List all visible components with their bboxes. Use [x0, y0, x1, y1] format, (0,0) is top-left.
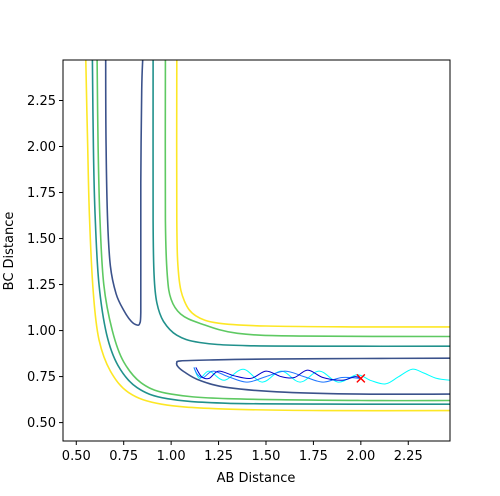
x-tick-label: 1.50	[252, 449, 281, 464]
x-tick-label: 1.25	[204, 449, 233, 464]
marker-stroke-1	[356, 373, 366, 383]
plot-frame	[62, 59, 451, 442]
y-tick-label: 1.75	[27, 186, 56, 201]
contour-line-3	[164, 60, 450, 338]
x-axis-label: AB Distance	[217, 471, 296, 486]
contour-line-2	[91, 60, 450, 406]
x-tick-label: 2.00	[346, 449, 375, 464]
x-tick-label: 1.00	[157, 449, 186, 464]
contour-line-5	[152, 60, 450, 348]
y-tick-label: 0.50	[27, 416, 56, 431]
contour-lines	[85, 60, 450, 412]
x-tick-label: 1.75	[299, 449, 328, 464]
y-tick-label: 1.25	[27, 278, 56, 293]
contour-line-0	[85, 60, 450, 412]
y-axis-ticks: 0.50 0.75 1.00 1.25 1.50 1.75 2.00 2.25	[27, 94, 63, 431]
contour-line-1	[175, 60, 450, 328]
trajectory-lines	[193, 367, 450, 385]
x-tick-label: 0.50	[62, 449, 91, 464]
x-tick-label: 0.75	[109, 449, 138, 464]
trajectory-line-0	[193, 367, 450, 385]
x-tick-label: 2.25	[394, 449, 423, 464]
y-tick-label: 1.00	[27, 324, 56, 339]
x-axis-ticks: 0.50 0.75 1.00 1.25 1.50 1.75 2.00 2.25	[62, 441, 423, 464]
end-point-marker	[356, 373, 366, 383]
y-tick-label: 2.00	[27, 140, 56, 155]
y-tick-label: 2.25	[27, 94, 56, 109]
y-tick-label: 0.75	[27, 370, 56, 385]
trajectory-line-2	[195, 367, 362, 381]
y-axis-label: BC Distance	[2, 212, 17, 291]
contour-line-7	[175, 357, 450, 396]
contour-line-4	[96, 60, 450, 402]
y-tick-label: 1.50	[27, 232, 56, 247]
contour-line-6	[104, 60, 144, 326]
